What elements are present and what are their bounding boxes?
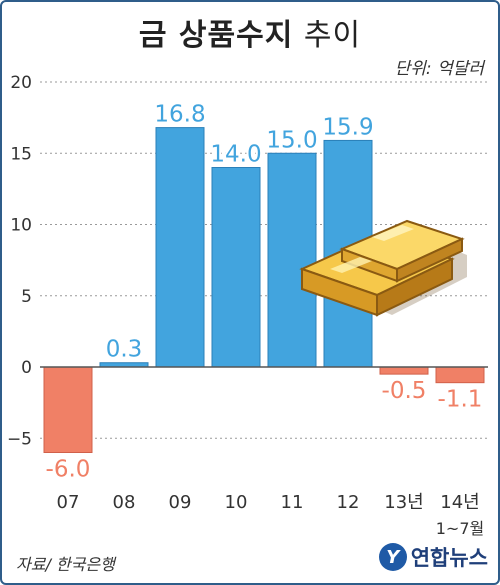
bar: [43, 366, 93, 453]
x-tick-label: 12: [337, 492, 360, 513]
value-label: -0.5: [382, 378, 427, 404]
y-tick-label: 5: [21, 287, 32, 307]
x-tick-label: 13년: [384, 492, 423, 513]
value-label: 15.9: [322, 114, 373, 140]
bar: [267, 152, 317, 368]
value-labels: -6.0 0.3 16.814.015.0 15.9 -0.5 -1.1: [44, 100, 485, 485]
value-label: 16.8: [154, 102, 205, 128]
bar: [379, 366, 429, 375]
value-label: -6.0: [46, 457, 91, 483]
y-tick-label: 10: [10, 216, 32, 236]
source-note: 자료/ 한국은행: [16, 555, 115, 574]
y-tick-label: 0: [21, 358, 32, 378]
yonhap-logo: Y 연합뉴스: [378, 542, 488, 572]
value-label: 0.3: [106, 337, 143, 363]
gold-bars-illustration: [299, 219, 467, 317]
chart-title-suffix: 추이: [303, 18, 362, 53]
x-tick-label: 08: [113, 492, 136, 513]
value-label: 14.0: [210, 142, 261, 168]
chart-title-main: 금 상품수지: [138, 18, 294, 53]
y-tick-label: 20: [10, 73, 32, 93]
y-axis-ticks: 20 15 10 5 0 −5: [7, 73, 32, 449]
value-label: -1.1: [438, 387, 483, 413]
bars: [43, 127, 485, 453]
bar: [211, 167, 261, 368]
x-tick-label: 09: [169, 492, 192, 513]
x-tick-sublabel: 1~7월: [436, 519, 485, 538]
y-tick-label: 15: [10, 144, 32, 164]
x-tick-label: 11: [281, 492, 304, 513]
value-label: 15.0: [266, 127, 317, 153]
x-tick-label: 14년: [440, 492, 479, 513]
chart-title: 금 상품수지 추이: [2, 10, 498, 54]
x-axis-labels: 07 08 09 10 11 12 13년 14년 1~7월: [57, 492, 485, 538]
x-tick-label: 10: [225, 492, 248, 513]
unit-label: 단위: 억달러: [394, 59, 484, 79]
bar: [435, 366, 485, 384]
y-tick-label: −5: [7, 429, 32, 449]
bar: [155, 127, 205, 368]
logo-mark-icon: Y: [378, 543, 407, 571]
logo-text: 연합뉴스: [410, 546, 488, 570]
x-tick-label: 07: [57, 492, 80, 513]
